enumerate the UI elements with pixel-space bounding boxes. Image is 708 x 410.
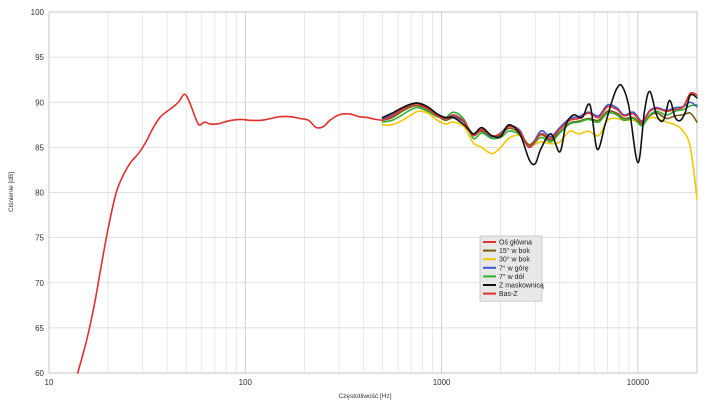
y-tick-label: 90 <box>35 98 44 107</box>
series-line <box>381 83 698 166</box>
legend-label: 15° w bok <box>499 247 530 255</box>
y-tick-label: 65 <box>35 324 44 333</box>
legend-label: 7° w dół <box>499 273 524 281</box>
x-axis-title: Częstotliwość [Hz] <box>338 393 391 400</box>
y-tick-label: 75 <box>35 234 44 243</box>
x-tick-label: 10000 <box>627 378 650 387</box>
legend-label: 30° w bok <box>499 256 530 264</box>
y-tick-label: 60 <box>35 369 44 378</box>
y-tick-label: 80 <box>35 189 44 198</box>
y-axis-title: Ciśnienie [dB] <box>8 172 15 212</box>
x-tick-label: 100 <box>239 378 253 387</box>
y-tick-label: 100 <box>31 8 45 17</box>
legend-label: Oś główna <box>499 240 532 247</box>
legend-label: 7° w górę <box>499 264 529 272</box>
y-tick-label: 70 <box>35 279 44 288</box>
tick-labels: 60 65 70 75 80 85 90 95 100 10 100 1000 10000 <box>31 8 650 387</box>
y-tick-label: 95 <box>35 53 44 62</box>
series-line <box>381 110 698 200</box>
series-line <box>76 93 384 374</box>
x-tick-label: 10 <box>45 378 54 387</box>
y-tick-label: 85 <box>35 143 44 152</box>
x-tick-label: 1000 <box>433 378 451 387</box>
legend-label: Z maskownicą <box>499 283 544 290</box>
series-line <box>381 91 698 149</box>
legend-label: Bas-Z <box>499 291 518 298</box>
series-lines <box>76 83 698 374</box>
